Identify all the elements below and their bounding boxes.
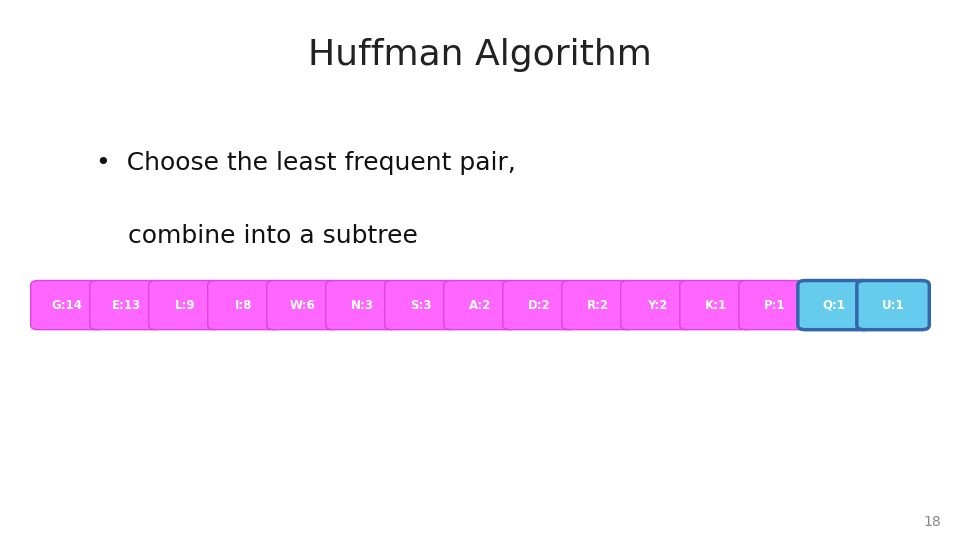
FancyBboxPatch shape bbox=[89, 280, 162, 329]
Text: K:1: K:1 bbox=[705, 299, 727, 312]
Text: 18: 18 bbox=[924, 515, 941, 529]
FancyBboxPatch shape bbox=[31, 280, 103, 329]
Text: P:1: P:1 bbox=[764, 299, 786, 312]
Text: R:2: R:2 bbox=[587, 299, 609, 312]
FancyBboxPatch shape bbox=[739, 280, 811, 329]
FancyBboxPatch shape bbox=[267, 280, 339, 329]
FancyBboxPatch shape bbox=[562, 280, 635, 329]
Text: D:2: D:2 bbox=[528, 299, 550, 312]
Text: S:3: S:3 bbox=[410, 299, 432, 312]
FancyBboxPatch shape bbox=[385, 280, 457, 329]
Text: U:1: U:1 bbox=[881, 299, 904, 312]
FancyBboxPatch shape bbox=[444, 280, 516, 329]
Text: •  Choose the least frequent pair,: • Choose the least frequent pair, bbox=[96, 151, 516, 175]
Text: Q:1: Q:1 bbox=[823, 299, 846, 312]
Text: Huffman Algorithm: Huffman Algorithm bbox=[308, 38, 652, 72]
Text: combine into a subtree: combine into a subtree bbox=[96, 224, 418, 248]
FancyBboxPatch shape bbox=[503, 280, 575, 329]
FancyBboxPatch shape bbox=[207, 280, 280, 329]
Text: N:3: N:3 bbox=[350, 299, 373, 312]
Text: Y:2: Y:2 bbox=[647, 299, 667, 312]
Text: G:14: G:14 bbox=[52, 299, 83, 312]
Text: A:2: A:2 bbox=[468, 299, 492, 312]
FancyBboxPatch shape bbox=[325, 280, 398, 329]
FancyBboxPatch shape bbox=[149, 280, 221, 329]
FancyBboxPatch shape bbox=[857, 280, 929, 329]
Text: W:6: W:6 bbox=[290, 299, 316, 312]
Text: E:13: E:13 bbox=[111, 299, 140, 312]
Text: I:8: I:8 bbox=[235, 299, 252, 312]
Text: L:9: L:9 bbox=[175, 299, 195, 312]
FancyBboxPatch shape bbox=[798, 280, 871, 329]
FancyBboxPatch shape bbox=[680, 280, 753, 329]
FancyBboxPatch shape bbox=[621, 280, 693, 329]
